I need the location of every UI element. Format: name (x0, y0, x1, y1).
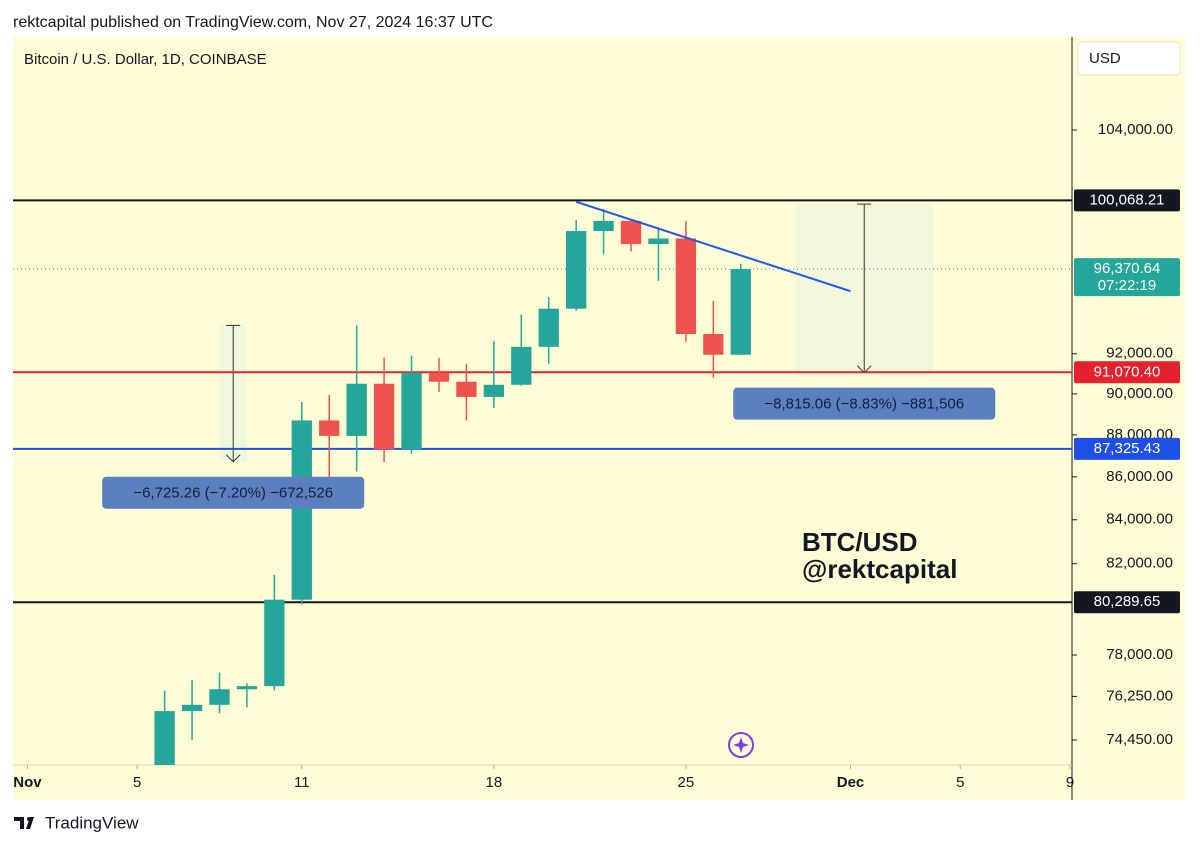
x-tick-label: 18 (486, 774, 503, 791)
y-tick-label: 92,000.00 (1106, 345, 1173, 362)
trendline (575, 200, 851, 293)
chart-title: Bitcoin / U.S. Dollar, 1D, COINBASE (24, 51, 267, 68)
watermark: BTC/USD (802, 527, 918, 557)
chart-background (13, 37, 1185, 800)
candle-body (291, 420, 312, 600)
logo-mark (14, 817, 34, 829)
measure-label: −6,725.26 (−7.20%) −672,526 (133, 485, 333, 502)
x-tick-label: 5 (956, 774, 964, 791)
countdown-label: 07:22:19 (1098, 277, 1156, 294)
price-label-box (1074, 361, 1180, 384)
price-label: 96,370.64 (1094, 260, 1161, 277)
currency-button[interactable] (1077, 41, 1181, 76)
price-label-box (1074, 591, 1180, 614)
x-tick-label: Dec (837, 774, 865, 791)
y-tick-label: 78,000.00 (1106, 646, 1173, 663)
logo-dot (27, 817, 31, 821)
star-icon-shape (733, 737, 749, 753)
price-label-box (1074, 189, 1180, 212)
y-tick-label: 86,000.00 (1106, 468, 1173, 485)
x-tick-label: 25 (678, 774, 695, 791)
candle-body (620, 220, 642, 245)
price-label-box (1074, 258, 1180, 297)
candle-body (730, 269, 751, 355)
measure-label-box (102, 476, 365, 509)
y-tick-label: 76,250.00 (1106, 687, 1173, 704)
overlay: 104,000.0092,000.0090,000.0088,000.0086,… (13, 121, 1180, 791)
candle-body (675, 238, 697, 335)
candle-body (703, 334, 724, 355)
x-tick-label: 5 (133, 774, 141, 791)
price-label-box (1074, 437, 1180, 460)
candle-body (648, 238, 669, 245)
candle-body (264, 599, 285, 687)
candle-body (538, 308, 559, 347)
y-tick-label: 82,000.00 (1106, 555, 1173, 572)
candle-body (483, 384, 504, 397)
candle-body (236, 686, 258, 690)
candle-body (593, 220, 614, 232)
star-icon[interactable] (728, 732, 754, 758)
candle-body (209, 689, 230, 705)
currency-label: USD (1089, 50, 1121, 67)
y-tick-label: 74,450.00 (1106, 731, 1173, 748)
candle-body (566, 231, 587, 309)
candle-body (346, 383, 367, 436)
price-label: 100,068.21 (1089, 191, 1164, 208)
candle-body (154, 711, 175, 765)
candle-body (428, 372, 450, 382)
candle-body (373, 383, 395, 450)
watermark: @rektcapital (802, 554, 957, 584)
measure-label: −8,815.06 (−8.83%) −881,506 (764, 396, 964, 413)
candle-body (511, 346, 532, 385)
x-tick-label: Nov (13, 774, 42, 791)
candle-body (456, 381, 477, 397)
x-tick-label: 9 (1066, 774, 1074, 791)
price-label: 87,325.43 (1094, 440, 1161, 457)
footer-logo (14, 817, 34, 829)
y-tick-label: 104,000.00 (1098, 121, 1173, 138)
candle-body (319, 420, 340, 436)
measure-arrowhead (225, 454, 241, 463)
header: rektcapital published on TradingView.com… (13, 14, 493, 31)
x-tick-label: 11 (294, 774, 310, 791)
y-tick-label: 84,000.00 (1106, 511, 1173, 528)
price-label: 91,070.40 (1094, 363, 1161, 380)
plot-area (13, 199, 1072, 765)
candle-body (181, 704, 203, 712)
measure-label-box (733, 387, 996, 420)
price-label: 80,289.65 (1094, 593, 1161, 610)
footer-brand: TradingView (45, 813, 139, 832)
candle-body (401, 372, 422, 450)
y-tick-label: 90,000.00 (1106, 385, 1173, 402)
